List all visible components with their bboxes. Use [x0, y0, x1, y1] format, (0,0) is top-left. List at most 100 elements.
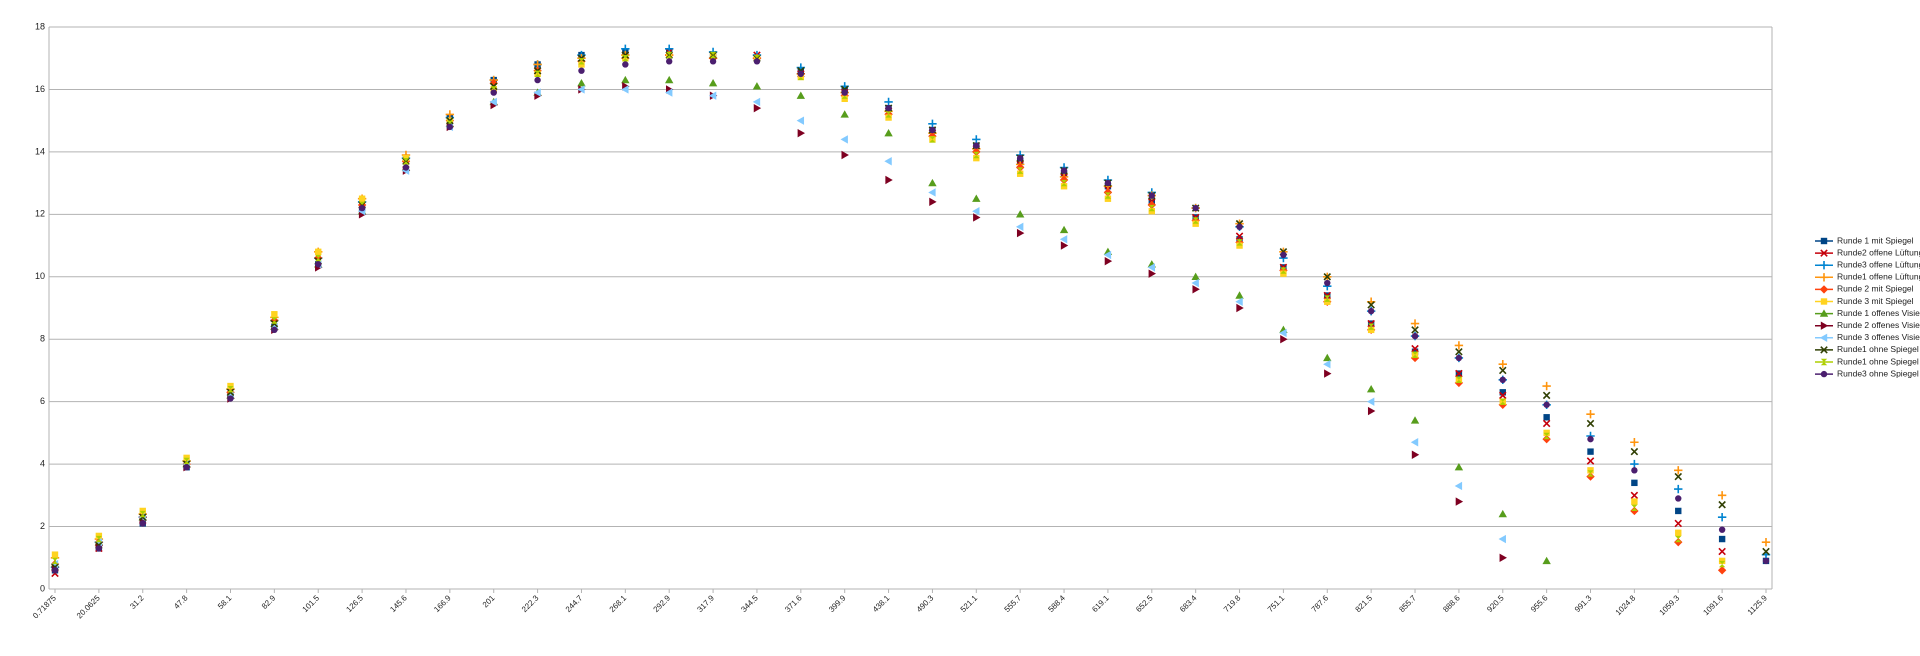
- data-point: [358, 204, 366, 212]
- data-point: [1630, 491, 1639, 500]
- data-point: [1015, 222, 1024, 232]
- data-point: [1499, 398, 1506, 405]
- data-point: [885, 104, 892, 112]
- data-point: [1324, 369, 1332, 378]
- legend-label: Runde1 ohne Spiegel: [1837, 344, 1919, 354]
- data-point: [1411, 450, 1420, 459]
- data-point: [1059, 225, 1069, 234]
- data-point: [1147, 263, 1155, 272]
- data-point: [1367, 301, 1375, 309]
- data-point: [928, 119, 937, 128]
- data-point: [1675, 529, 1682, 536]
- y-tick-label: 6: [40, 396, 45, 406]
- data-point: [1104, 179, 1112, 187]
- data-point: [884, 157, 892, 166]
- data-point: [928, 178, 937, 187]
- data-point: [227, 395, 234, 402]
- data-point: [402, 164, 410, 171]
- data-point: [1762, 547, 1770, 556]
- data-point: [95, 535, 103, 543]
- data-point: [1542, 381, 1551, 391]
- data-point: [1455, 369, 1463, 378]
- data-point: [1411, 332, 1419, 340]
- data-point: [1543, 401, 1550, 408]
- data-point: [51, 557, 59, 565]
- data-point: [1499, 366, 1507, 375]
- data-point: [446, 123, 454, 131]
- data-point: [1542, 556, 1551, 565]
- data-point: [1148, 204, 1155, 212]
- data-point: [666, 51, 673, 59]
- data-point: [534, 70, 541, 78]
- legend-label: Runde1 offene Lüftung: [1837, 272, 1920, 282]
- data-point: [1103, 250, 1112, 260]
- data-point: [1280, 335, 1288, 344]
- data-point: [884, 128, 893, 137]
- data-point: [1104, 192, 1112, 199]
- data-point: [841, 150, 849, 160]
- data-point: [1718, 535, 1726, 543]
- data-point: [1236, 239, 1243, 246]
- data-point: [1279, 328, 1287, 338]
- data-point: [1367, 406, 1376, 416]
- data-point: [1236, 223, 1243, 231]
- data-point: [1718, 560, 1726, 568]
- data-point: [1717, 566, 1727, 575]
- data-point: [1762, 557, 1770, 565]
- data-point: [534, 76, 541, 84]
- legend-label: Runde 2 mit Spiegel: [1837, 284, 1914, 294]
- data-point: [577, 85, 585, 94]
- data-point: [1016, 228, 1025, 238]
- data-point: [139, 520, 146, 527]
- data-point: [1542, 419, 1551, 428]
- data-point: [1630, 447, 1639, 456]
- data-point: [227, 385, 234, 393]
- data-point: [1280, 251, 1287, 259]
- data-point: [1411, 326, 1419, 334]
- data-point: [1543, 432, 1550, 440]
- data-point: [1455, 376, 1463, 384]
- data-point: [666, 58, 673, 65]
- data-point: [1631, 467, 1638, 474]
- data-point: [577, 79, 586, 87]
- data-point: [1411, 351, 1419, 359]
- data-point: [796, 116, 805, 125]
- data-point: [1324, 279, 1331, 287]
- data-point: [753, 103, 762, 113]
- data-point: [708, 79, 718, 87]
- legend-label: Runde3 ohne Spiegel: [1837, 368, 1919, 378]
- y-tick-label: 2: [40, 521, 45, 531]
- data-point: [797, 70, 805, 78]
- legend-marker: [1820, 237, 1828, 245]
- data-point: [1674, 466, 1683, 475]
- data-point: [1499, 398, 1506, 405]
- legend-marker: [1819, 285, 1829, 294]
- data-point: [1499, 391, 1507, 400]
- data-point: [752, 97, 761, 107]
- legend-label: Runde 3 offenes Visier: [1837, 332, 1920, 342]
- legend-marker: [1820, 298, 1828, 305]
- data-point: [1674, 484, 1683, 494]
- data-point: [1586, 419, 1595, 428]
- data-point: [1060, 241, 1069, 250]
- data-point: [1104, 256, 1113, 266]
- data-point: [315, 254, 322, 262]
- data-point: [1498, 509, 1507, 518]
- data-point: [1366, 397, 1375, 406]
- data-point: [95, 545, 103, 552]
- data-point: [1543, 414, 1550, 421]
- data-point: [1718, 500, 1726, 509]
- data-point: [1674, 519, 1683, 528]
- data-point: [1366, 384, 1376, 393]
- data-point: [1675, 507, 1682, 515]
- legend-marker: [1820, 358, 1828, 366]
- data-point: [621, 85, 629, 94]
- data-point: [489, 97, 497, 107]
- data-point: [1191, 278, 1199, 288]
- data-point: [1455, 376, 1463, 384]
- data-point: [1587, 448, 1594, 455]
- data-point: [1410, 438, 1419, 447]
- data-point: [1411, 344, 1419, 353]
- data-point: [271, 311, 278, 318]
